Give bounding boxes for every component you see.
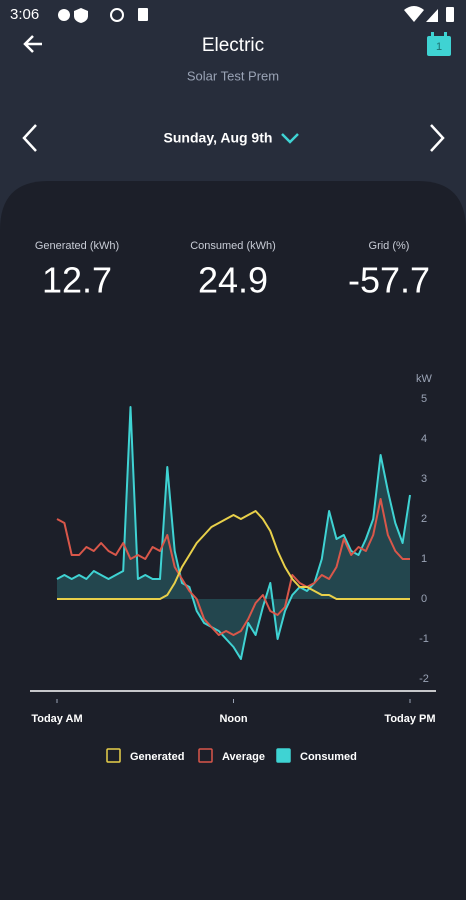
y-tick-label: 4	[421, 433, 427, 445]
date-dropdown[interactable]	[281, 133, 299, 144]
calendar-ring	[431, 32, 434, 38]
x-tick-label: Today PM	[384, 713, 435, 725]
date-label[interactable]: Sunday, Aug 9th	[164, 130, 273, 146]
series-line	[57, 510, 410, 600]
stats: Generated (kWh) 12.7 Consumed (kWh) 24.9…	[35, 240, 430, 301]
stat-label: Generated (kWh)	[35, 240, 119, 252]
legend-swatch	[276, 748, 291, 763]
stat-label: Consumed (kWh)	[190, 240, 276, 252]
calendar-ring	[444, 32, 447, 38]
legend-label: Generated	[130, 751, 184, 763]
chart: 5 4 3 2 1 0 -1 -2 Today AM Noon Today PM Generated A…	[30, 393, 436, 763]
previous-day[interactable]	[22, 124, 37, 152]
y-tick-label: 3	[421, 473, 427, 485]
y-tick-label: 1	[421, 553, 427, 565]
status-time: 3:06	[10, 6, 39, 23]
y-tick-label: -2	[419, 673, 429, 685]
status-icons	[58, 6, 454, 23]
y-tick-label: 0	[421, 593, 427, 605]
y-axis-label: kW	[416, 373, 433, 385]
legend-swatch	[198, 748, 213, 763]
legend-swatch	[106, 748, 121, 763]
legend-label: Average	[222, 751, 265, 763]
series-line	[56, 406, 411, 660]
page-title: Electric	[202, 35, 264, 56]
stat-label: Grid (%)	[369, 240, 410, 252]
calendar-button[interactable]: 1	[427, 32, 451, 56]
card	[0, 181, 466, 900]
next-day[interactable]	[430, 124, 445, 152]
stat-value: 12.7	[42, 260, 112, 301]
calendar-day: 1	[436, 41, 442, 53]
x-tick-label: Noon	[219, 713, 247, 725]
legend-label: Consumed	[300, 751, 357, 763]
y-tick-label: -1	[419, 633, 429, 645]
back-button[interactable]	[23, 35, 42, 53]
calendar-icon	[427, 36, 451, 56]
y-tick-label: 5	[421, 393, 427, 405]
stat-value: 24.9	[198, 260, 268, 301]
series-line	[56, 498, 410, 636]
stat-value: -57.7	[348, 260, 430, 301]
series-area	[57, 407, 410, 659]
x-tick-label: Today AM	[31, 713, 82, 725]
y-tick-label: 2	[421, 513, 427, 525]
page-subtitle: Solar Test Prem	[187, 68, 279, 83]
